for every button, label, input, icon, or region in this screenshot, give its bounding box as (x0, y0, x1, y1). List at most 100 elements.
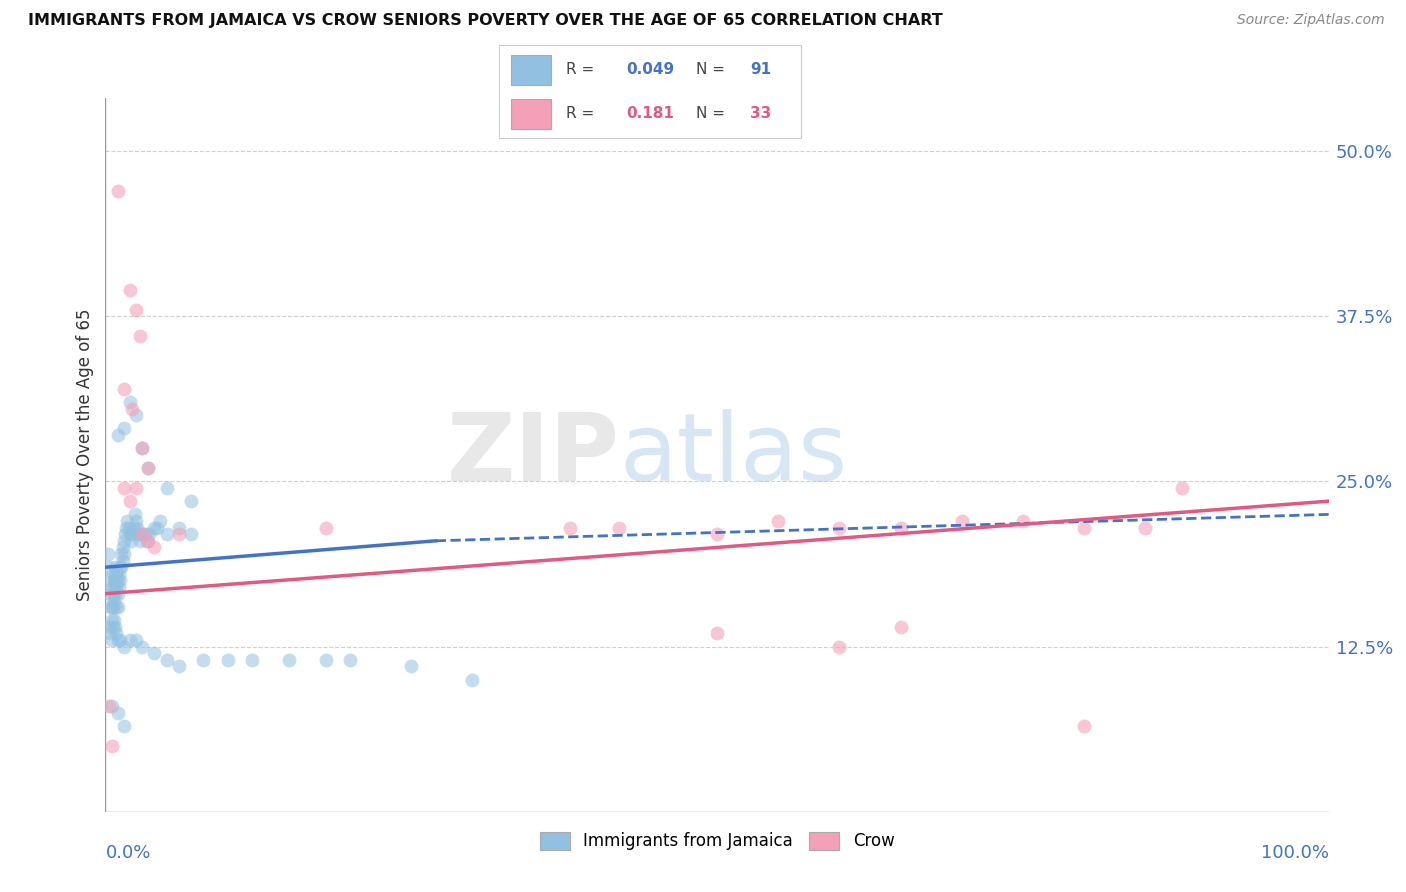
Point (339, 653, 361, 667)
Point (134, 527, 156, 541)
Point (122, 520, 145, 534)
Text: 0.049: 0.049 (626, 62, 675, 78)
Text: 100.0%: 100.0% (1261, 844, 1329, 862)
Point (114, 527, 136, 541)
Point (127, 527, 149, 541)
Point (1133, 520, 1156, 534)
Point (889, 520, 911, 534)
Point (108, 560, 131, 574)
Text: atlas: atlas (619, 409, 848, 501)
Point (706, 626, 728, 640)
Point (118, 283, 141, 297)
Point (143, 646, 166, 660)
Text: R =: R = (565, 62, 599, 78)
Point (240, 653, 263, 667)
Point (315, 520, 337, 534)
Point (111, 541, 134, 555)
Y-axis label: Seniors Poverty Over the Age of 65: Seniors Poverty Over the Age of 65 (76, 309, 94, 601)
Point (136, 533, 159, 548)
Point (100, 599, 122, 614)
Text: IMMIGRANTS FROM JAMAICA VS CROW SENIORS POVERTY OVER THE AGE OF 65 CORRELATION C: IMMIGRANTS FROM JAMAICA VS CROW SENIORS … (28, 13, 943, 29)
Point (111, 554, 134, 568)
Text: R =: R = (565, 106, 603, 121)
Point (112, 719, 135, 733)
Point (110, 560, 132, 574)
Point (121, 401, 143, 416)
Point (112, 421, 135, 435)
Point (105, 599, 128, 614)
Point (101, 566, 124, 581)
Point (104, 620, 127, 634)
Point (125, 409, 148, 423)
Point (107, 632, 129, 647)
Point (100, 739, 122, 753)
Point (143, 541, 166, 555)
Point (118, 527, 141, 541)
Point (101, 620, 124, 634)
Point (217, 653, 239, 667)
Point (98, 626, 121, 640)
Point (117, 514, 139, 528)
Point (167, 527, 190, 541)
Point (110, 547, 132, 561)
Point (100, 698, 122, 713)
Point (131, 527, 153, 541)
Point (125, 302, 148, 317)
Point (115, 520, 138, 534)
Point (105, 626, 128, 640)
Point (103, 574, 125, 588)
Point (103, 593, 125, 607)
Point (104, 574, 127, 588)
Point (112, 481, 135, 495)
Point (100, 580, 122, 594)
Point (127, 520, 149, 534)
Point (136, 461, 159, 475)
Point (131, 442, 153, 456)
Point (278, 653, 301, 667)
Point (461, 673, 484, 687)
Point (128, 533, 150, 548)
Point (828, 640, 851, 654)
Point (156, 527, 179, 541)
Point (124, 508, 146, 522)
Point (706, 527, 728, 541)
Point (125, 514, 148, 528)
Point (107, 599, 129, 614)
Point (889, 620, 911, 634)
Point (107, 706, 129, 720)
Point (104, 587, 127, 601)
Text: Source: ZipAtlas.com: Source: ZipAtlas.com (1237, 13, 1385, 28)
Point (131, 640, 153, 654)
Point (136, 461, 159, 475)
Point (315, 653, 337, 667)
Point (108, 580, 131, 594)
Point (401, 659, 423, 673)
Point (103, 580, 125, 594)
FancyBboxPatch shape (512, 55, 551, 85)
Point (100, 632, 122, 647)
Point (156, 481, 179, 495)
Point (108, 566, 131, 581)
Point (607, 520, 630, 534)
Point (98, 574, 121, 588)
Point (107, 428, 129, 442)
Point (828, 520, 851, 534)
Point (112, 640, 135, 654)
Point (104, 560, 127, 574)
Text: 33: 33 (749, 106, 772, 121)
Point (118, 395, 141, 409)
Point (98, 698, 121, 713)
Point (118, 494, 141, 508)
Point (107, 587, 129, 601)
Point (560, 520, 582, 534)
Text: 91: 91 (749, 62, 770, 78)
Point (193, 653, 215, 667)
Point (1073, 520, 1095, 534)
Point (118, 520, 141, 534)
Point (98, 587, 121, 601)
Point (125, 632, 148, 647)
Point (101, 599, 124, 614)
Point (180, 494, 202, 508)
Point (98, 599, 121, 614)
Text: ZIP: ZIP (446, 409, 619, 501)
